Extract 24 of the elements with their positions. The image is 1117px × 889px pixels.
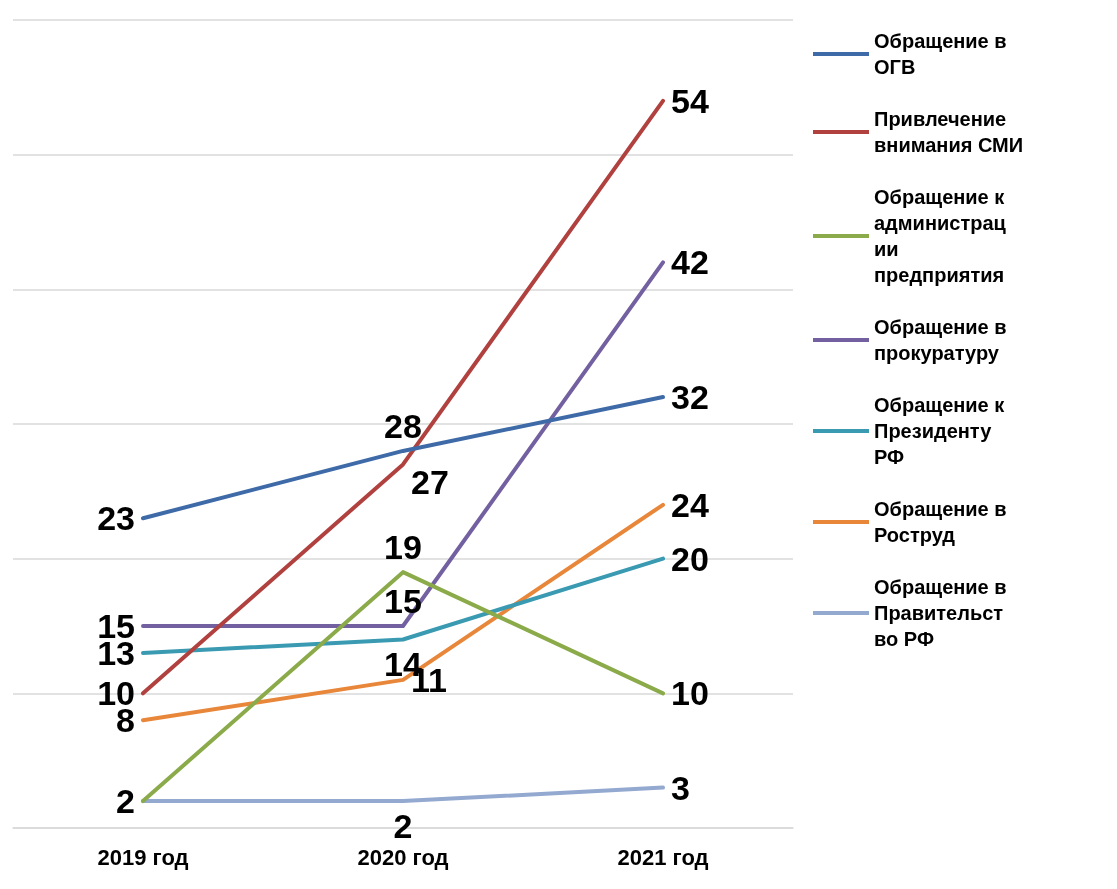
- data-label: 3: [671, 768, 690, 807]
- data-label: 27: [411, 463, 449, 502]
- data-label: 19: [384, 528, 422, 567]
- x-tick-label: 2021 год: [617, 844, 709, 870]
- x-tick-label: 2020 год: [357, 844, 449, 870]
- legend-label: Привлечение внимания СМИ: [874, 108, 1024, 156]
- legend-label: Обращение в Правительство РФ: [874, 576, 1013, 650]
- legend-label: Обращение в прокуратуру: [874, 316, 1013, 364]
- data-label: 42: [671, 243, 709, 282]
- legend-label: Обращение к Президенту РФ: [874, 394, 1010, 468]
- data-label: 23: [97, 499, 135, 538]
- data-label: 28: [384, 406, 422, 445]
- data-label: 2: [116, 782, 135, 821]
- data-label: 54: [671, 81, 709, 120]
- legend-label: Обращение в Роструд: [874, 498, 1013, 546]
- x-tick-label: 2019 год: [97, 844, 189, 870]
- legend-label: Обращение к администрации предприятия: [874, 186, 1010, 286]
- data-label: 2: [393, 807, 413, 846]
- data-label: 24: [671, 485, 709, 524]
- data-label: 32: [671, 378, 709, 417]
- data-label: 20: [671, 539, 709, 578]
- data-label: 15: [384, 582, 422, 620]
- legend-label: Обращение в ОГВ: [874, 30, 1013, 78]
- data-label: 10: [671, 674, 709, 713]
